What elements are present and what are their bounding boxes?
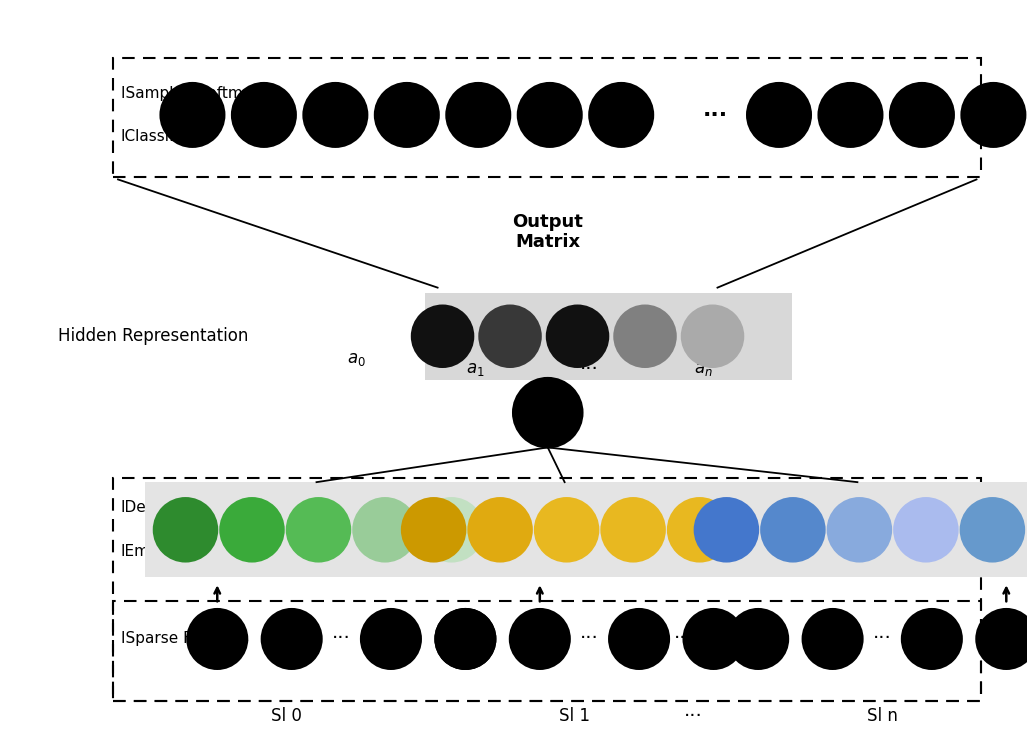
Circle shape: [419, 497, 485, 562]
Circle shape: [534, 497, 599, 562]
Circle shape: [694, 497, 759, 562]
Circle shape: [220, 497, 285, 562]
Circle shape: [962, 83, 1025, 147]
Circle shape: [590, 83, 653, 147]
Circle shape: [188, 609, 247, 668]
Text: ···: ···: [332, 629, 351, 648]
Circle shape: [286, 497, 352, 562]
Circle shape: [303, 83, 367, 147]
Circle shape: [375, 83, 438, 147]
Circle shape: [510, 609, 569, 668]
Circle shape: [667, 497, 732, 562]
Circle shape: [893, 497, 959, 562]
Text: Sl 0: Sl 0: [271, 708, 302, 725]
Circle shape: [446, 83, 510, 147]
Text: N: N: [258, 108, 270, 122]
Circle shape: [518, 83, 581, 147]
Circle shape: [803, 609, 862, 668]
Circle shape: [902, 609, 962, 668]
Text: Output
Matrix: Output Matrix: [512, 213, 584, 251]
Circle shape: [513, 378, 583, 448]
Text: $a_n$: $a_n$: [694, 360, 713, 378]
Circle shape: [436, 609, 495, 668]
Circle shape: [361, 609, 421, 668]
Text: ISparse Features: ISparse Features: [121, 631, 248, 646]
Text: P: P: [330, 108, 340, 122]
Bar: [113, 601, 982, 700]
Circle shape: [436, 609, 495, 668]
Bar: [113, 59, 982, 177]
Text: ···: ···: [685, 707, 703, 726]
Text: Hidden Representation: Hidden Representation: [59, 328, 248, 345]
Circle shape: [760, 497, 826, 562]
Circle shape: [827, 497, 892, 562]
Text: N: N: [773, 108, 785, 122]
Circle shape: [153, 497, 219, 562]
Text: H: H: [541, 405, 554, 420]
Bar: [144, 482, 487, 577]
Circle shape: [161, 83, 224, 147]
Circle shape: [410, 305, 474, 368]
Circle shape: [262, 609, 322, 668]
Circle shape: [890, 83, 954, 147]
Text: $a_1$: $a_1$: [466, 360, 485, 378]
Text: ···: ···: [685, 518, 712, 542]
Text: ISampled Softmax: ISampled Softmax: [121, 86, 261, 101]
Circle shape: [609, 609, 669, 668]
Circle shape: [353, 497, 418, 562]
Bar: [113, 478, 982, 700]
Text: Sl n: Sl n: [867, 708, 898, 725]
Text: IEmbeddings: IEmbeddings: [121, 544, 221, 559]
Bar: [686, 482, 1027, 577]
Text: IDense: IDense: [121, 500, 174, 516]
Bar: [425, 293, 792, 380]
Circle shape: [401, 497, 466, 562]
Circle shape: [960, 497, 1025, 562]
Text: IClassifier: IClassifier: [121, 129, 196, 144]
Circle shape: [600, 497, 666, 562]
Text: ···: ···: [580, 359, 599, 379]
Circle shape: [545, 305, 609, 368]
Circle shape: [684, 609, 743, 668]
Text: Sl 1: Sl 1: [559, 708, 590, 725]
Circle shape: [478, 305, 542, 368]
Text: ···: ···: [580, 629, 599, 648]
Text: $a_0$: $a_0$: [346, 350, 366, 368]
Text: ···: ···: [674, 629, 693, 648]
Bar: [393, 482, 734, 577]
Circle shape: [747, 83, 810, 147]
Text: ···: ···: [873, 629, 892, 648]
Circle shape: [728, 609, 788, 668]
Circle shape: [613, 305, 676, 368]
Circle shape: [819, 83, 883, 147]
Text: N: N: [917, 108, 928, 122]
Circle shape: [976, 609, 1031, 668]
Circle shape: [467, 497, 533, 562]
Text: N: N: [472, 108, 485, 122]
Circle shape: [680, 305, 744, 368]
Circle shape: [232, 83, 296, 147]
Text: ···: ···: [702, 105, 728, 125]
